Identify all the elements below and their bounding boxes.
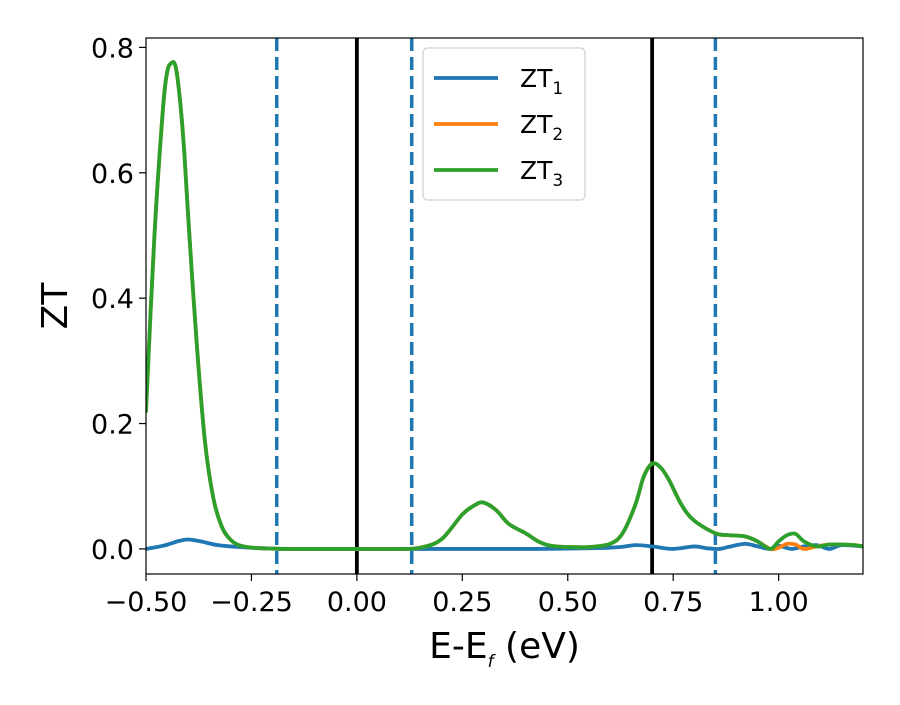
legend-box: [422, 47, 586, 201]
reference-lines: [274, 38, 718, 574]
x-axis-ticks: −0.50 −0.25 0.00 0.25 0.50 0.75 1.00: [105, 574, 809, 618]
y-tick-label: 0.6: [91, 159, 134, 190]
x-tick-label: 0.00: [327, 587, 387, 618]
legend-label-1: ZT1: [520, 64, 563, 99]
y-tick-label: 0.8: [91, 33, 134, 64]
x-tick-label: 0.75: [643, 587, 703, 618]
x-axis-label: E-Ef (eV): [429, 626, 580, 672]
x-tick-label: 0.25: [432, 587, 492, 618]
series-lines: [146, 60, 863, 552]
x-tick-label: 1.00: [749, 587, 809, 618]
y-tick-label: 0.2: [91, 410, 134, 441]
legend-label-2: ZT2: [520, 110, 563, 145]
plot-frame: [145, 37, 864, 575]
legend: ZT1 ZT2 ZT3: [422, 47, 586, 201]
y-axis-ticks: 0.0 0.2 0.4 0.6 0.8: [91, 33, 146, 566]
x-tick-label: 0.50: [538, 587, 598, 618]
legend-label-3: ZT3: [520, 156, 563, 191]
x-tick-label: −0.50: [105, 587, 188, 618]
y-axis-label: ZT: [35, 282, 76, 330]
x-tick-label: −0.25: [210, 587, 293, 618]
y-tick-label: 0.0: [91, 535, 134, 566]
series-line-3: [146, 60, 863, 551]
y-tick-label: 0.4: [91, 284, 134, 315]
series-line-1: [146, 537, 863, 551]
